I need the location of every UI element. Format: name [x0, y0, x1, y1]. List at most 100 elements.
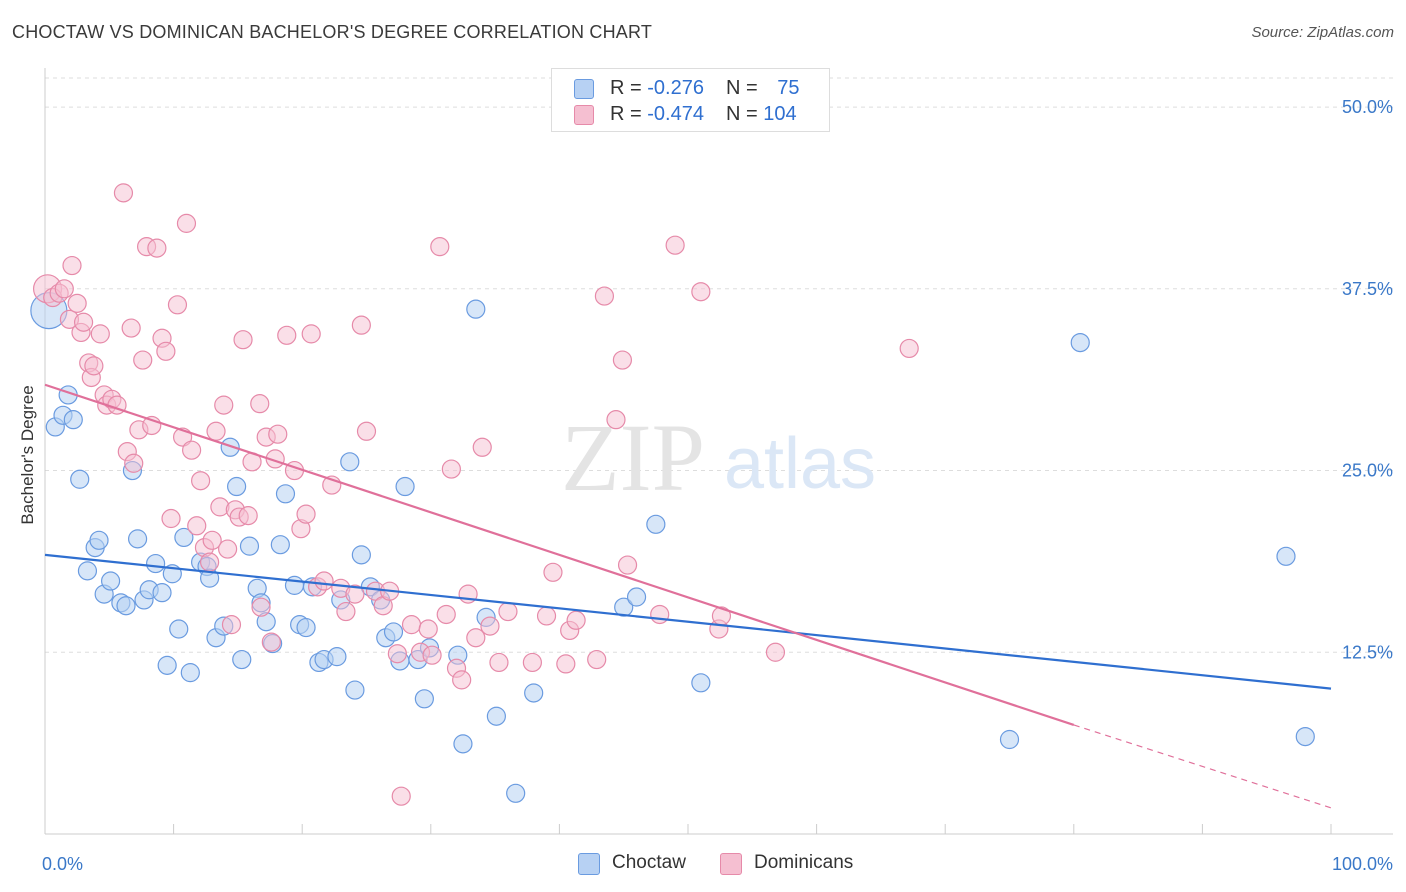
choctaw-point	[691, 673, 711, 693]
dominican-point	[62, 255, 82, 276]
bottom-swatch-choctaw	[578, 853, 600, 875]
dominican-point	[314, 571, 334, 591]
dominican-point	[54, 279, 74, 299]
dominican-point	[543, 562, 563, 582]
dominican-point	[156, 341, 176, 361]
source-label: Source: ZipAtlas.com	[1251, 24, 1394, 41]
dominican-point	[345, 584, 365, 604]
stats-legend: R = -0.276 N = 75 R = -0.474 N = 104	[551, 68, 830, 132]
y-tick-label: 25.0%	[1342, 461, 1393, 481]
bottom-legend-choctaw-label: Choctaw	[612, 852, 686, 873]
choctaw-point	[1276, 546, 1296, 566]
choctaw-point	[239, 536, 260, 556]
dominican-trend-extension	[1073, 724, 1332, 809]
dominican-point	[147, 238, 167, 258]
legend-n-label: N =	[725, 103, 764, 125]
dominican-point	[691, 282, 711, 302]
choctaw-point	[345, 680, 365, 700]
choctaw-point	[157, 655, 177, 675]
dominican-point	[67, 293, 87, 313]
legend-r-value-choctaw: -0.276	[647, 77, 704, 99]
choctaw-point	[351, 545, 371, 565]
choctaw-point	[152, 583, 172, 603]
choctaw-point	[414, 689, 434, 709]
dominican-point	[472, 437, 492, 457]
dominican-point	[238, 506, 258, 526]
dominican-point	[113, 183, 134, 203]
dominican-point	[452, 670, 472, 690]
dominican-point	[356, 421, 377, 441]
y-tick-label: 50.0%	[1342, 97, 1393, 117]
dominican-point	[296, 504, 316, 524]
dominican-point	[587, 649, 607, 670]
dominican-point	[233, 330, 253, 350]
choctaw-point	[89, 530, 109, 550]
dominican-point	[161, 508, 181, 529]
dominican-point	[522, 652, 542, 673]
choctaw-point	[646, 514, 666, 534]
dominican-point	[387, 644, 407, 664]
x-tick-label: 0.0%	[42, 854, 83, 874]
choctaw-point	[180, 663, 200, 683]
choctaw-point	[626, 587, 647, 607]
choctaw-point	[145, 553, 166, 574]
dominican-point	[556, 654, 576, 674]
choctaw-point	[77, 561, 98, 581]
dominican-point	[566, 610, 586, 630]
dominican-point	[206, 421, 226, 441]
legend-n-value-choctaw: 75	[777, 77, 800, 99]
choctaw-point	[100, 571, 121, 591]
dominican-point	[301, 324, 321, 344]
y-tick-label: 12.5%	[1342, 642, 1393, 662]
dominican-point	[336, 601, 356, 622]
dominican-point	[90, 324, 110, 344]
dominican-point	[202, 530, 222, 550]
axes-layer	[44, 68, 1393, 835]
dominican-point	[430, 237, 450, 257]
dominican-point	[498, 601, 518, 622]
choctaw-point	[116, 596, 136, 616]
x-tick-label: 100.0%	[1332, 854, 1393, 874]
labels-layer: 12.5% 25.0% 37.5% 50.0% 0.0% 100.0%	[42, 97, 1393, 874]
dominican-point	[133, 350, 153, 370]
choctaw-point	[1295, 726, 1315, 747]
dominican-point	[214, 395, 234, 415]
choctaw-point	[524, 683, 544, 703]
choctaw-point	[999, 729, 1020, 750]
dominican-point	[250, 394, 270, 414]
dominican-point	[418, 619, 438, 639]
dominican-point	[221, 615, 242, 635]
legend-r-label: R =	[610, 103, 648, 125]
dominican-point	[466, 628, 486, 648]
dominican-point	[391, 786, 411, 806]
choctaw-point	[395, 476, 415, 497]
choctaw-point	[1070, 333, 1090, 353]
dominican-points	[32, 183, 919, 806]
dominican-point	[489, 652, 509, 673]
watermark-zip: ZIP	[561, 404, 705, 511]
choctaw-point	[174, 527, 194, 548]
choctaw-trend-line	[44, 553, 1332, 690]
choctaw-point	[127, 529, 148, 549]
legend-r-value-dominicans: -0.474	[647, 103, 704, 125]
y-axis-label: Bachelor's Degree	[18, 385, 37, 524]
dominican-point	[617, 555, 638, 575]
dominican-point	[191, 471, 211, 491]
choctaw-point	[296, 617, 316, 638]
choctaw-point	[63, 410, 83, 430]
dominican-point	[277, 325, 297, 345]
choctaw-point	[453, 734, 473, 754]
dominican-point	[84, 356, 104, 376]
bottom-legend-dominicans-label: Dominicans	[754, 852, 854, 873]
bottom-swatch-dominicans	[720, 853, 742, 875]
choctaw-point	[232, 649, 252, 670]
watermark: ZIP atlas	[561, 404, 876, 511]
dominican-point	[251, 597, 271, 617]
legend-n-value-dominicans: 104	[763, 103, 797, 125]
legend-r-label: R =	[610, 77, 648, 99]
choctaw-point	[506, 783, 526, 803]
choctaw-point	[220, 437, 240, 457]
dominican-point	[124, 453, 144, 473]
choctaw-point	[383, 622, 404, 642]
